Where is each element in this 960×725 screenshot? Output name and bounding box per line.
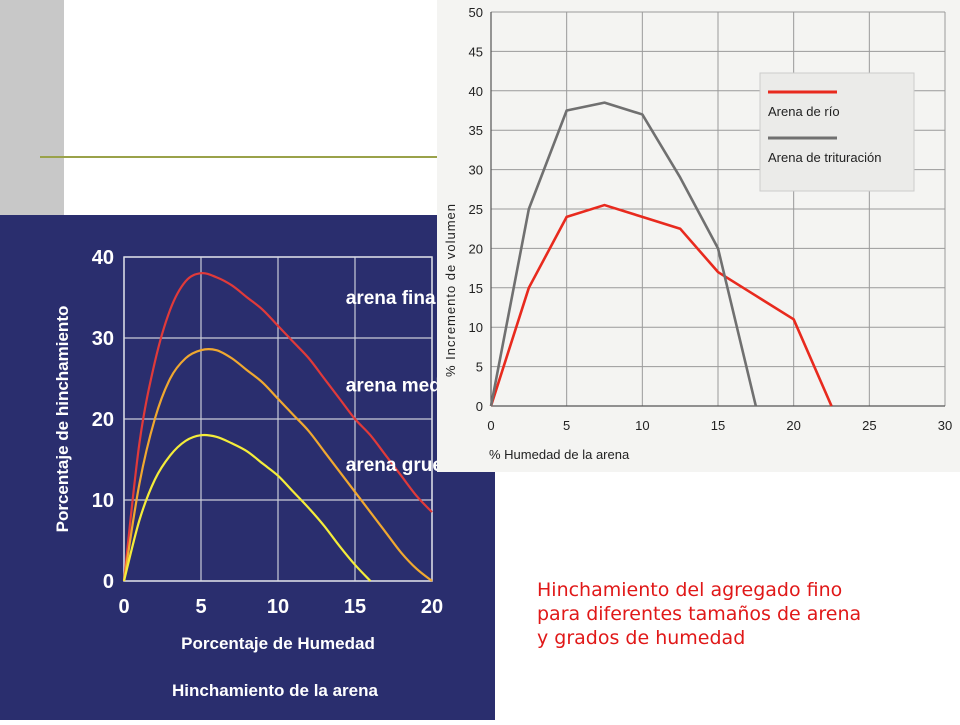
caption-line-1: Hinchamiento del agregado fino xyxy=(537,579,843,601)
left-decor-bar xyxy=(0,0,64,215)
x-tick-label: 0 xyxy=(487,418,494,433)
x-tick-label: 0 xyxy=(118,596,129,618)
x-tick-label: 20 xyxy=(421,596,443,618)
y-tick-label: 10 xyxy=(92,490,114,512)
series-line-arena-gruesa xyxy=(122,433,372,582)
series-line-arena-de-trituracion xyxy=(489,101,758,407)
series-label-arena-fina: arena fina xyxy=(346,288,436,309)
legend-label-arena-de-trituracion: Arena de trituración xyxy=(768,150,881,165)
y-tick-label: 20 xyxy=(92,409,114,431)
y-tick-label: 0 xyxy=(476,399,483,414)
y-tick-label: 20 xyxy=(469,241,483,256)
chart-hinchamiento-svg: 0 5 10 15 20 0 10 20 30 40 arena fina arena media ar… xyxy=(53,247,465,700)
y-tick-label: 50 xyxy=(469,5,483,20)
chart-caption: Hinchamiento del agregado fino para dife… xyxy=(537,578,947,650)
y-tick-label: 30 xyxy=(92,328,114,350)
y-tick-label: 40 xyxy=(469,84,483,99)
series-line-arena-media xyxy=(122,348,433,582)
caption-line-2: para diferentes tamaños de arena xyxy=(537,603,862,625)
y-tick-label: 30 xyxy=(469,163,483,178)
chart-incremento-volumen: 0 5 10 15 20 25 30 0 5 10 15 20 25 30 35 40 45 50 Arena de… xyxy=(437,0,960,472)
title-divider-line xyxy=(40,156,440,158)
chart-hinchamiento-arena: 0 5 10 15 20 0 10 20 30 40 arena fina arena media ar… xyxy=(0,215,495,720)
y-tick-label: 5 xyxy=(476,360,483,375)
x-axis-title: % Humedad de la arena xyxy=(489,447,630,462)
chart-title: Hinchamiento de la arena xyxy=(172,681,378,700)
y-tick-label: 45 xyxy=(469,44,483,59)
x-tick-label: 15 xyxy=(344,596,366,618)
x-tick-label: 20 xyxy=(786,418,800,433)
y-axis-title: Porcentaje de hinchamiento xyxy=(53,306,72,533)
x-axis-title: Porcentaje de Humedad xyxy=(181,634,375,653)
chart-incremento-svg: 0 5 10 15 20 25 30 0 5 10 15 20 25 30 35 40 45 50 Arena de… xyxy=(443,5,952,462)
series-line-arena-fina xyxy=(122,271,433,582)
x-tick-label: 10 xyxy=(635,418,649,433)
y-axis-title: % Incremento de volumen xyxy=(443,203,458,377)
series-label-arena-media: arena media xyxy=(346,375,457,396)
series-label-arena-gruesa: arena gruesa xyxy=(346,455,465,476)
y-tick-label: 15 xyxy=(469,281,483,296)
legend-label-arena-de-rio: Arena de río xyxy=(768,104,840,119)
y-tick-label: 40 xyxy=(92,247,114,269)
plot-frame xyxy=(123,256,433,582)
x-tick-label: 25 xyxy=(862,418,876,433)
y-tick-label: 35 xyxy=(469,123,483,138)
y-tick-label: 25 xyxy=(469,202,483,217)
x-tick-label: 15 xyxy=(711,418,725,433)
y-tick-label: 0 xyxy=(103,571,114,593)
caption-line-3: y grados de humedad xyxy=(537,627,746,649)
series-line-arena-de-rio xyxy=(489,203,833,407)
x-tick-label: 10 xyxy=(267,596,289,618)
x-tick-label: 30 xyxy=(938,418,952,433)
x-tick-label: 5 xyxy=(195,596,206,618)
x-tick-label: 5 xyxy=(563,418,570,433)
y-tick-label: 10 xyxy=(469,320,483,335)
